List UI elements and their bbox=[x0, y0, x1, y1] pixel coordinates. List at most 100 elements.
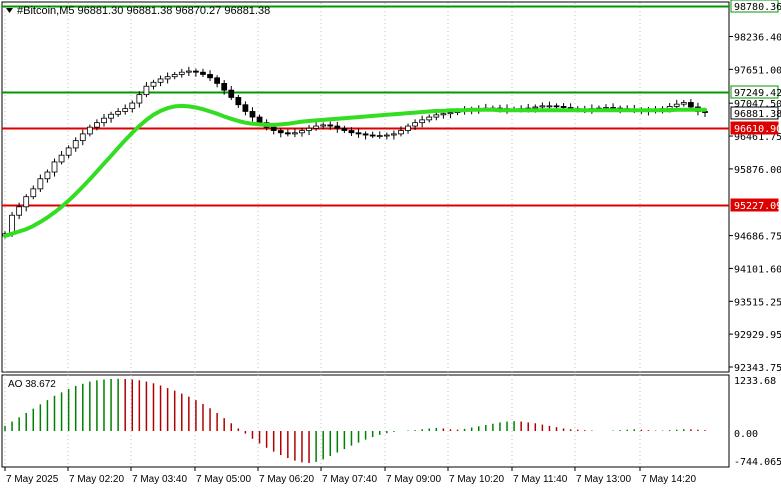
price-tick-label-1: 97651.00 bbox=[734, 65, 781, 76]
candle-body-23 bbox=[164, 76, 171, 80]
candle-body-50 bbox=[355, 132, 362, 135]
candle-body-46 bbox=[327, 124, 334, 127]
time-axis: 7 May 2025 7 May 02:20 7 May 03:40 7 May 05… bbox=[4, 467, 696, 485]
candle-body-56 bbox=[398, 130, 404, 135]
candle-body-8 bbox=[58, 154, 65, 163]
candle-body-12 bbox=[86, 126, 93, 135]
candle-body-28 bbox=[200, 71, 206, 75]
candle-body-33 bbox=[235, 97, 242, 106]
candle-body-79 bbox=[560, 106, 567, 108]
candle-body-29 bbox=[207, 74, 213, 79]
candle-body-38 bbox=[270, 126, 277, 131]
price-tag-box-3 bbox=[730, 121, 779, 135]
symbol-header: #Bitcoin,M5 96881.30 96881.38 96870.27 9… bbox=[17, 5, 270, 17]
candle-body-61 bbox=[433, 114, 440, 118]
candle-body-51 bbox=[362, 133, 369, 136]
candle-body-39 bbox=[277, 130, 284, 134]
triangle-down-icon[interactable] bbox=[6, 8, 13, 13]
price-tick-label-8: 92929.95 bbox=[734, 330, 781, 341]
candle-body-96 bbox=[680, 102, 687, 105]
candle-body-3 bbox=[23, 196, 30, 208]
candle-body-76 bbox=[539, 105, 546, 108]
candle-body-77 bbox=[546, 105, 553, 108]
candle-body-31 bbox=[221, 83, 228, 91]
price-tag-2: 96881.38 bbox=[734, 109, 781, 120]
candle-body-6 bbox=[44, 171, 51, 180]
time-label-1: 7 May 02:20 bbox=[69, 474, 124, 485]
candle-body-19 bbox=[136, 94, 143, 104]
candle-body-95 bbox=[673, 103, 680, 107]
time-label-6: 7 May 09:00 bbox=[386, 474, 441, 485]
ao-scale-zero: 0.00 bbox=[734, 429, 758, 440]
time-label-9: 7 May 13:00 bbox=[576, 474, 631, 485]
horizontal-levels[interactable] bbox=[2, 5, 729, 207]
ao-label: AO 38.672 bbox=[8, 379, 56, 390]
price-tag-box-2 bbox=[730, 106, 779, 120]
price-tick-label-3: 96461.75 bbox=[734, 132, 781, 143]
price-panel-frame bbox=[1, 1, 730, 373]
price-tick-label-0: 98236.40 bbox=[734, 33, 781, 44]
price-tick-label-4: 95876.00 bbox=[734, 165, 781, 176]
ao-scale-top: 1233.68 bbox=[734, 376, 776, 387]
ao-scale-bottom: -744.065 bbox=[734, 457, 781, 468]
candle-body-20 bbox=[143, 85, 150, 96]
candle-body-13 bbox=[94, 122, 100, 128]
candle-body-32 bbox=[228, 89, 235, 98]
price-tag-4: 95227.09 bbox=[734, 201, 781, 212]
price-tag-0: 98780.36 bbox=[734, 2, 781, 13]
price-tick-label-5: 94686.75 bbox=[734, 232, 781, 243]
candle-body-34 bbox=[242, 104, 249, 112]
candle-body-63 bbox=[447, 112, 454, 115]
candle-body-54 bbox=[383, 134, 390, 137]
candle-body-45 bbox=[320, 124, 327, 127]
candle-body-7 bbox=[51, 161, 58, 173]
candle-body-75 bbox=[532, 106, 539, 109]
candle-body-2 bbox=[16, 206, 23, 216]
moving-average-line bbox=[3, 103, 707, 238]
candle-body-43 bbox=[306, 127, 312, 131]
price-axis: 98236.40 97651.00 97047.50 96461.75 95876.00… bbox=[729, 33, 781, 374]
candle-body-14 bbox=[101, 117, 107, 124]
candle-body-55 bbox=[391, 133, 397, 136]
candle-body-60 bbox=[426, 116, 433, 121]
time-label-7: 7 May 10:20 bbox=[449, 474, 504, 485]
candle-body-58 bbox=[412, 122, 418, 127]
ao-panel-frame bbox=[1, 374, 730, 468]
candle-body-44 bbox=[313, 125, 319, 129]
price-tag-box-1 bbox=[730, 85, 779, 99]
candle-body-26 bbox=[185, 70, 192, 73]
candle-body-35 bbox=[249, 111, 256, 118]
time-label-3: 7 May 05:00 bbox=[196, 474, 251, 485]
price-tag-3: 96610.90 bbox=[734, 124, 781, 135]
price-tick-label-6: 94101.60 bbox=[734, 264, 781, 275]
candle-body-27 bbox=[193, 70, 199, 73]
candle-body-5 bbox=[37, 178, 44, 190]
price-tags: 98780.36 97249.42 96881.38 96610.90 95227.09 bbox=[730, 0, 781, 212]
candle-body-97 bbox=[687, 102, 694, 108]
candle-body-48 bbox=[341, 127, 348, 131]
time-label-0: 7 May 2025 bbox=[6, 474, 59, 485]
price-tag-box-4 bbox=[730, 198, 779, 212]
candle-body-25 bbox=[178, 71, 185, 75]
candle-body-18 bbox=[129, 102, 136, 110]
candle-body-42 bbox=[299, 130, 305, 134]
time-label-2: 7 May 03:40 bbox=[132, 474, 187, 485]
ao-histogram bbox=[4, 378, 706, 463]
candle-body-15 bbox=[108, 113, 114, 119]
candle-body-30 bbox=[214, 77, 220, 84]
candle-body-11 bbox=[79, 133, 86, 142]
candle-body-10 bbox=[72, 140, 79, 149]
candle-body-59 bbox=[419, 119, 426, 124]
time-label-4: 7 May 06:20 bbox=[259, 474, 314, 485]
candle-body-24 bbox=[171, 74, 178, 78]
candle-body-78 bbox=[553, 105, 560, 108]
candle-body-1 bbox=[9, 214, 15, 235]
candle-body-41 bbox=[292, 132, 298, 135]
time-label-5: 7 May 07:40 bbox=[322, 474, 377, 485]
candle-body-40 bbox=[284, 132, 291, 135]
candle-body-21 bbox=[150, 81, 157, 87]
candle-body-57 bbox=[405, 125, 411, 131]
candle-body-53 bbox=[376, 135, 383, 137]
candle-body-47 bbox=[334, 125, 341, 129]
